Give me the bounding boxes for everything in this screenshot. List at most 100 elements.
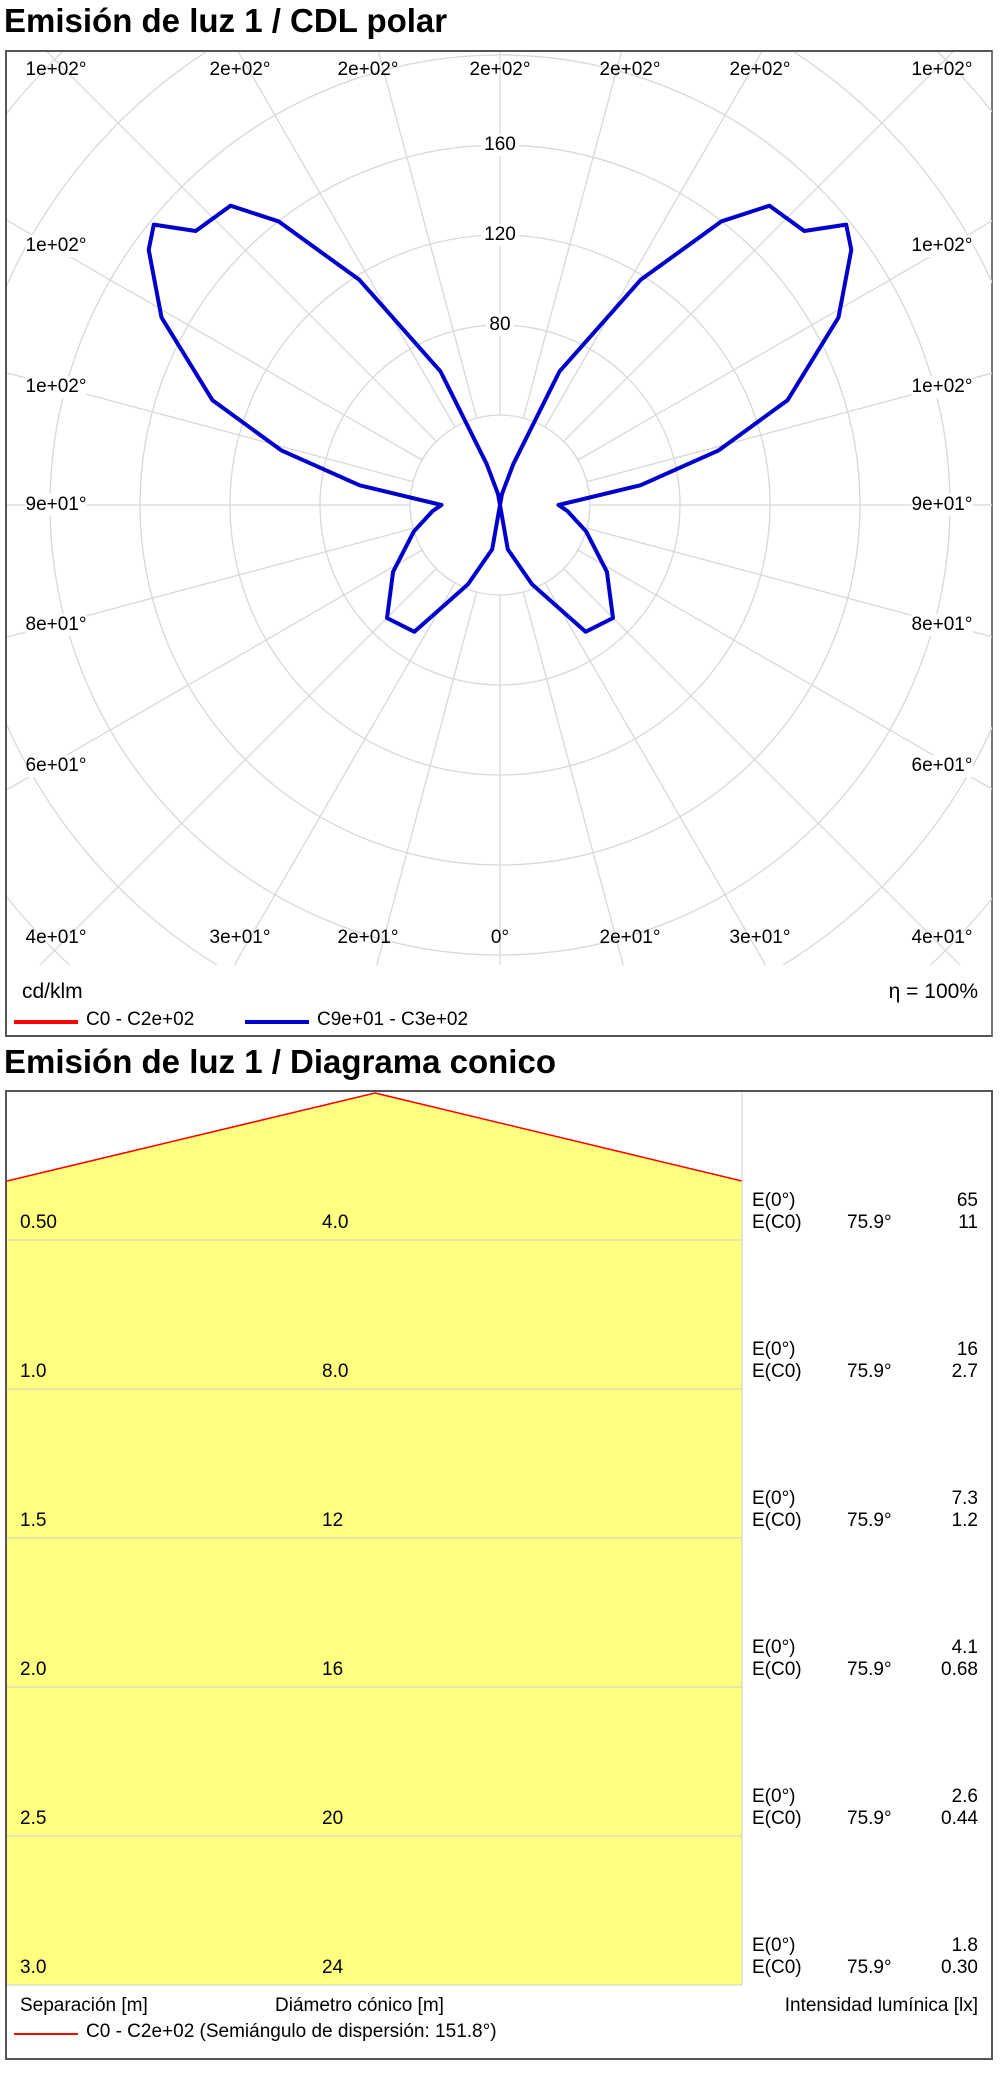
row-e0-value: 4.1 <box>951 1637 978 1658</box>
row-ec-value: 11 <box>958 1212 978 1233</box>
grid-spoke <box>46 52 437 442</box>
series-c90-line <box>146 203 854 634</box>
row-ec-value: 0.68 <box>941 1659 978 1680</box>
left-angle-label: 9e+01° <box>25 494 87 516</box>
grid-spoke <box>544 52 763 428</box>
row-ec-angle: 75.9° <box>847 1808 892 1829</box>
row-e0-value: 7.3 <box>951 1488 978 1509</box>
cone-legend-line <box>14 2033 78 2035</box>
cone-title: Emisión de luz 1 / Diagrama conico <box>4 1043 556 1080</box>
legend-label-c0: C0 - C2e+02 <box>86 1009 195 1030</box>
ring-label-120: 120 <box>481 224 519 246</box>
row-ec-angle: 75.9° <box>847 1361 892 1382</box>
grid-spoke <box>577 549 992 790</box>
bottom-angle-label: 2e+01° <box>599 927 661 948</box>
top-angle-label: 2e+02° <box>337 59 399 80</box>
grid-spoke <box>563 52 954 442</box>
top-angle-label: 1e+02° <box>911 59 973 80</box>
row-e0-label: E(0°) <box>752 1339 796 1360</box>
header-diameter: Diámetro cónico [m] <box>275 1995 444 2016</box>
grid-spoke <box>586 372 992 483</box>
row-ec-label: E(C0) <box>752 1361 802 1382</box>
row-separation: 1.5 <box>20 1510 47 1531</box>
row-e0-value: 16 <box>956 1339 978 1360</box>
row-separation: 1.0 <box>20 1361 47 1382</box>
legend-line-blue <box>245 1020 309 1024</box>
header-intensity: Intensidad lumínica [lx] <box>784 1995 978 2016</box>
row-e0-label: E(0°) <box>752 1935 796 1956</box>
row-ec-value: 1.2 <box>951 1510 978 1531</box>
bottom-angle-label: 4e+01° <box>911 927 973 948</box>
row-diameter: 24 <box>322 1957 344 1978</box>
right-angle-label: 8e+01° <box>911 614 973 636</box>
grid-spoke <box>544 582 767 965</box>
cone-panel <box>5 1090 993 2060</box>
row-e0-label: E(0°) <box>752 1637 796 1658</box>
grid-spoke <box>7 372 414 483</box>
unit-label: cd/klm <box>22 980 83 1003</box>
right-angle-label: 6e+01° <box>911 755 973 777</box>
grid-spoke <box>522 591 624 965</box>
top-angle-label: 2e+02° <box>729 59 791 80</box>
ring-label-80: 80 <box>486 314 514 336</box>
grid-spoke <box>7 527 414 638</box>
row-ec-angle: 75.9° <box>847 1510 892 1531</box>
bottom-angle-label: 0° <box>490 927 510 948</box>
grid-spoke <box>39 568 437 965</box>
grid-spoke <box>586 527 992 638</box>
grid-spoke <box>376 591 478 965</box>
header-separation: Separación [m] <box>20 1995 148 2016</box>
cone-edge <box>6 1092 743 1182</box>
cone-legend-label: C0 - C2e+02 (Semiángulo de dispersión: 1… <box>86 2021 497 2042</box>
row-ec-value: 0.44 <box>941 1808 978 1829</box>
right-angle-label: 1e+02° <box>911 235 973 257</box>
row-ec-label: E(C0) <box>752 1808 802 1829</box>
row-ec-angle: 75.9° <box>847 1659 892 1680</box>
right-angle-label: 1e+02° <box>911 376 973 398</box>
row-ec-angle: 75.9° <box>847 1212 892 1233</box>
bottom-angle-label: 3e+01° <box>729 927 791 948</box>
bottom-angle-label: 3e+01° <box>209 927 271 948</box>
row-separation: 0.50 <box>20 1212 57 1233</box>
row-ec-angle: 75.9° <box>847 1957 892 1978</box>
row-ec-value: 0.30 <box>941 1957 978 1978</box>
row-diameter: 12 <box>322 1510 344 1531</box>
row-diameter: 8.0 <box>322 1361 349 1382</box>
row-separation: 3.0 <box>20 1957 47 1978</box>
row-e0-label: E(0°) <box>752 1786 796 1807</box>
row-e0-label: E(0°) <box>752 1488 796 1509</box>
cone-fill <box>7 1093 742 1985</box>
grid-spoke <box>7 549 423 791</box>
left-angle-label: 8e+01° <box>25 614 87 636</box>
row-separation: 2.5 <box>20 1808 47 1829</box>
legend-label-c90: C9e+01 - C3e+02 <box>317 1009 469 1030</box>
row-e0-value: 65 <box>956 1190 978 1211</box>
ring-label-160: 160 <box>481 134 519 156</box>
efficiency-label: η = 100% <box>888 980 978 1003</box>
row-e0-value: 1.8 <box>951 1935 978 1956</box>
legend-line-red <box>14 1020 78 1024</box>
right-angle-label: 9e+01° <box>911 494 973 516</box>
row-separation: 2.0 <box>20 1659 47 1680</box>
row-ec-label: E(C0) <box>752 1957 802 1978</box>
grid-spoke <box>577 220 992 461</box>
grid-spoke <box>522 52 623 419</box>
top-angle-label: 1e+02° <box>25 59 87 80</box>
grid-spoke <box>7 219 423 461</box>
row-e0-value: 2.6 <box>951 1786 978 1807</box>
top-angle-label: 2e+02° <box>469 59 531 80</box>
grid-spoke <box>563 568 961 965</box>
bottom-angle-label: 4e+01° <box>25 927 87 948</box>
grid-spoke <box>377 52 478 419</box>
row-diameter: 4.0 <box>322 1212 349 1233</box>
polar-panel <box>5 50 993 1037</box>
left-angle-label: 1e+02° <box>25 235 87 257</box>
row-ec-label: E(C0) <box>752 1659 802 1680</box>
left-angle-label: 6e+01° <box>25 755 87 777</box>
row-ec-label: E(C0) <box>752 1212 802 1233</box>
polar-title: Emisión de luz 1 / CDL polar <box>4 2 448 39</box>
row-ec-value: 2.7 <box>951 1361 978 1382</box>
grid-spoke <box>233 582 456 965</box>
